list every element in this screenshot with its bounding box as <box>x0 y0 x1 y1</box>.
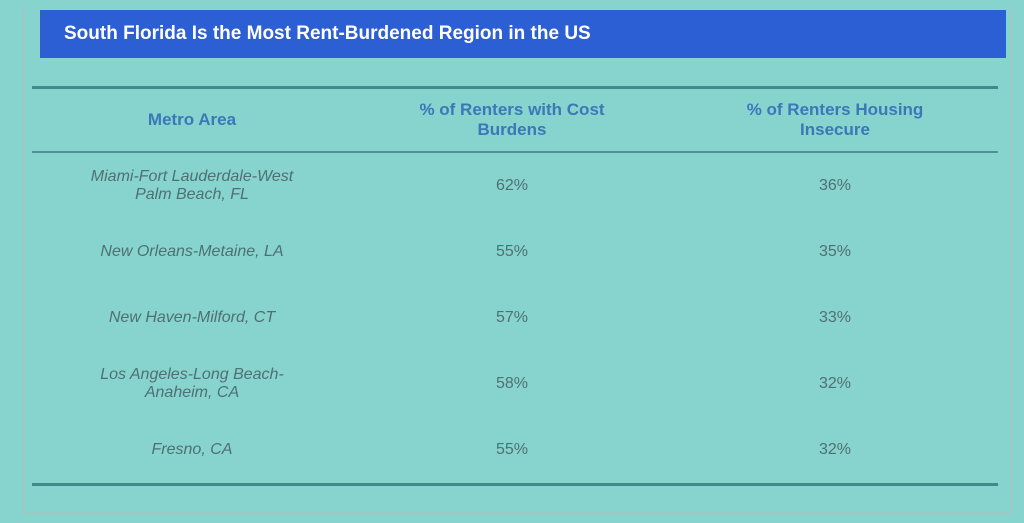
metro-cell: New Orleans-Metaine, LA <box>100 243 284 260</box>
percent-cell: 55% <box>495 243 529 260</box>
percent-cell: 55% <box>352 417 672 486</box>
table-row: New Orleans-Metaine, LA 55% 35% <box>32 219 998 285</box>
table-row: Fresno, CA 55% 32% <box>32 417 998 486</box>
table-row: Miami-Fort Lauderdale-West Palm Beach, F… <box>32 152 998 219</box>
percent-cell: 36% <box>818 177 852 194</box>
column-header: % of Renters Housing Insecure <box>672 86 998 153</box>
metro-cell: New Haven-Milford, CT <box>108 309 276 326</box>
percent-cell: 33% <box>818 309 852 326</box>
percent-cell: 32% <box>818 375 852 392</box>
slide-frame <box>22 4 1012 514</box>
header-row: Metro Area% of Renters with Cost Burdens… <box>32 86 998 153</box>
metro-cell: Los Angeles-Long Beach-Anaheim, CA <box>100 366 284 401</box>
column-header: % of Renters with Cost Burdens <box>352 86 672 153</box>
data-table: Metro Area% of Renters with Cost Burdens… <box>32 86 998 486</box>
table-row: Los Angeles-Long Beach-Anaheim, CA 58% 32% <box>32 351 998 417</box>
percent-cell: 62% <box>495 177 529 194</box>
title-bar: South Florida Is the Most Rent-Burdened … <box>40 10 1006 58</box>
percent-cell: 35% <box>818 243 852 260</box>
metro-cell: Miami-Fort Lauderdale-West Palm Beach, F… <box>90 168 294 203</box>
percent-cell: 32% <box>672 417 998 486</box>
table-body: Miami-Fort Lauderdale-West Palm Beach, F… <box>32 152 998 486</box>
metro-cell: Fresno, CA <box>32 417 352 486</box>
table-row: New Haven-Milford, CT 57% 33% <box>32 285 998 351</box>
percent-cell: 57% <box>495 309 529 326</box>
percent-cell: 58% <box>495 375 529 392</box>
column-header: Metro Area <box>32 86 352 153</box>
